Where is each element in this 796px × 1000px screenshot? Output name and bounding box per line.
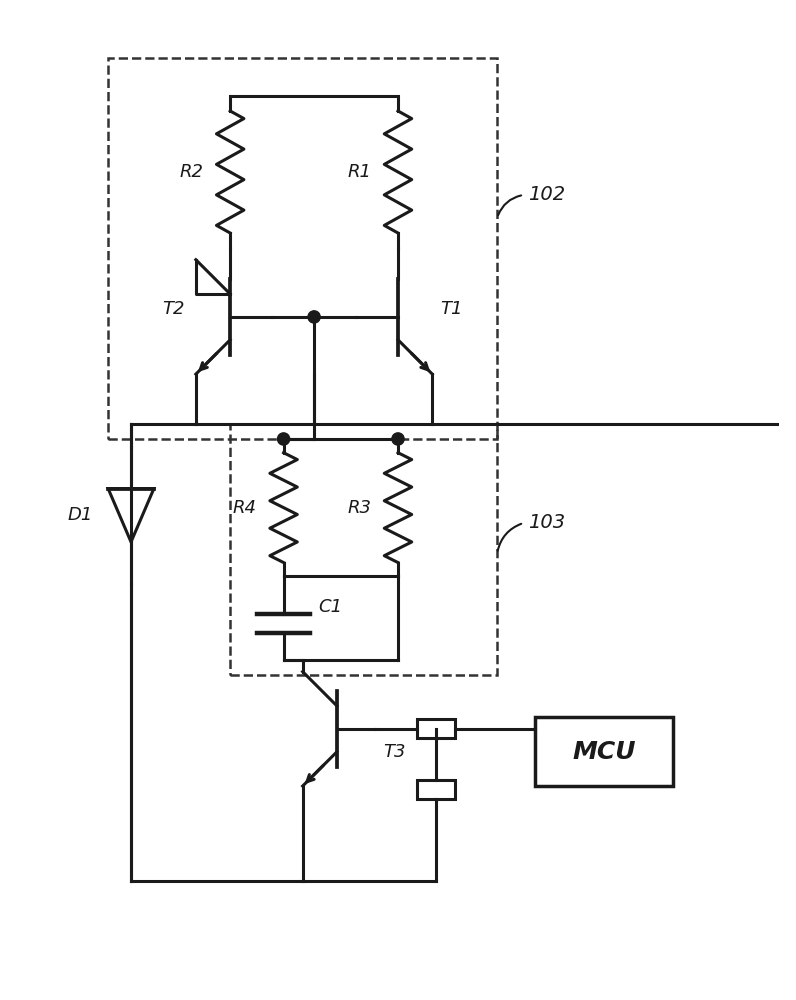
Text: MCU: MCU (572, 740, 636, 764)
Text: T3: T3 (383, 743, 405, 761)
Text: D1: D1 (68, 506, 93, 524)
Circle shape (308, 311, 320, 323)
Text: C1: C1 (318, 598, 342, 616)
Text: 103: 103 (528, 513, 565, 532)
Text: R2: R2 (179, 163, 204, 181)
Text: T2: T2 (162, 300, 185, 318)
Circle shape (392, 433, 404, 445)
Text: 102: 102 (528, 185, 565, 204)
Text: T1: T1 (440, 300, 462, 318)
Text: R1: R1 (347, 163, 371, 181)
Circle shape (278, 433, 290, 445)
Text: R3: R3 (347, 499, 371, 517)
Text: R4: R4 (233, 499, 257, 517)
